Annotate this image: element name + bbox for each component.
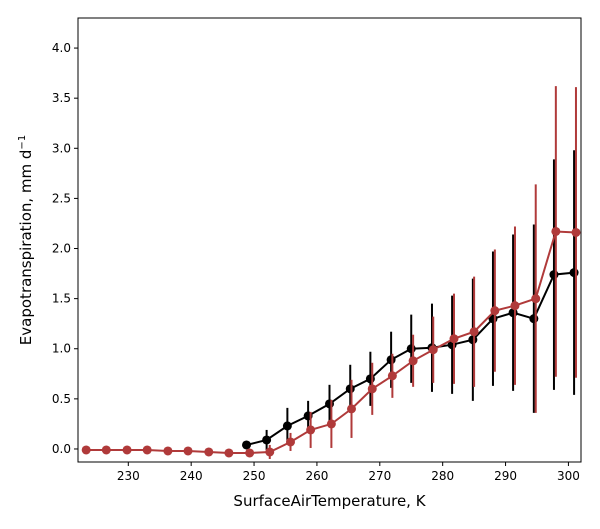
y-tick-label: 3.0 <box>52 141 71 155</box>
x-tick-label: 270 <box>368 469 391 483</box>
y-axis: 0.0 0.5 1.0 1.5 2.0 2.5 3.0 3.5 4.0 <box>52 41 78 456</box>
data-point <box>386 355 396 365</box>
data-point <box>204 447 214 457</box>
x-tick-label: 250 <box>243 469 266 483</box>
data-point <box>365 374 375 384</box>
data-point <box>529 314 539 324</box>
x-axis-label: SurfaceAirTemperature, K <box>233 492 426 510</box>
data-point <box>387 371 397 381</box>
y-axis-label: Evapotranspiration, mm d−1 <box>17 135 35 345</box>
data-point <box>551 226 561 236</box>
data-point <box>224 448 234 458</box>
x-tick-label: 260 <box>305 469 328 483</box>
y-tick-label: 1.0 <box>52 342 71 356</box>
y-tick-label: 0.5 <box>52 392 71 406</box>
data-point <box>406 344 416 354</box>
data-point <box>325 399 334 409</box>
y-axis-label-group: Evapotranspiration, mm d−1 <box>17 135 35 345</box>
data-point <box>183 446 193 456</box>
data-point <box>469 327 479 337</box>
series-layer <box>81 86 581 459</box>
data-point <box>367 384 377 394</box>
data-point <box>122 445 132 455</box>
data-point <box>531 294 541 304</box>
data-point <box>101 445 111 455</box>
x-tick-label: 290 <box>494 469 517 483</box>
data-point <box>81 445 91 455</box>
data-point <box>245 448 255 458</box>
data-point <box>571 227 581 237</box>
data-point <box>142 445 152 455</box>
data-point <box>347 404 357 414</box>
y-tick-label: 1.5 <box>52 292 71 306</box>
data-point <box>569 268 579 278</box>
data-point <box>265 447 275 457</box>
x-tick-label: 240 <box>180 469 203 483</box>
y-axis-label-main: Evapotranspiration, mm d <box>17 150 35 346</box>
series-1 <box>81 86 581 459</box>
series-0 <box>242 150 579 450</box>
data-point <box>510 301 520 311</box>
x-tick-label: 280 <box>431 469 454 483</box>
data-point <box>408 356 418 366</box>
x-tick-label: 300 <box>557 469 580 483</box>
data-point <box>449 334 459 344</box>
data-point <box>468 335 478 345</box>
y-tick-label: 2.0 <box>52 242 71 256</box>
data-point <box>549 270 559 280</box>
data-point <box>490 306 500 316</box>
data-point <box>262 435 272 445</box>
y-axis-label-superscript: −1 <box>17 135 28 150</box>
data-point <box>286 437 296 447</box>
x-axis: 230 240 250 260 270 280 290 300 <box>117 462 580 483</box>
data-point <box>428 345 438 355</box>
data-point <box>326 419 336 429</box>
y-tick-label: 3.5 <box>52 91 71 105</box>
data-point <box>345 384 355 394</box>
data-point <box>242 440 252 450</box>
data-point <box>163 446 173 456</box>
data-point <box>282 421 292 431</box>
y-tick-label: 0.0 <box>52 442 71 456</box>
y-tick-label: 2.5 <box>52 191 71 205</box>
x-tick-label: 230 <box>117 469 140 483</box>
y-tick-label: 4.0 <box>52 41 71 55</box>
data-point <box>306 425 316 435</box>
